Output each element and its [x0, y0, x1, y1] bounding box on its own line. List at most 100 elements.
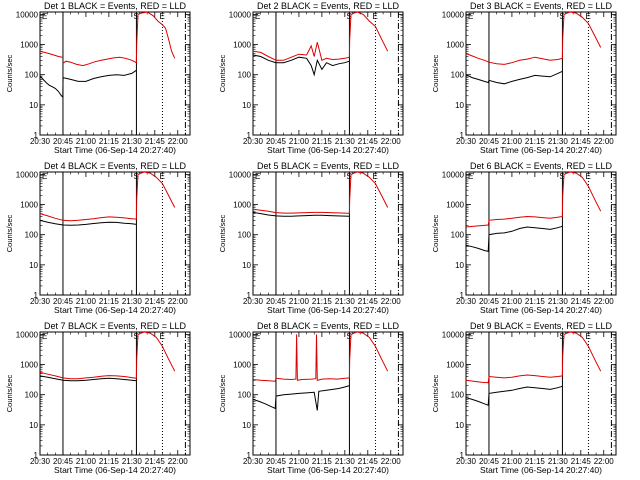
- panel-title: Det 7 BLACK = Events, RED = LLD: [44, 321, 187, 331]
- lld-series-line: [466, 12, 602, 65]
- x-tick-label: 21:45: [358, 457, 379, 466]
- x-tick-label: 21:00: [76, 297, 97, 306]
- x-tick-label: 21:15: [525, 457, 546, 466]
- x-tick-label: 22:00: [381, 457, 402, 466]
- x-tick-label: 21:00: [76, 137, 97, 146]
- x-tick-label: 21:00: [502, 457, 523, 466]
- panel-title: Det 6 BLACK = Events, RED = LLD: [470, 161, 613, 171]
- panel-6: Det 6 BLACK = Events, RED = LLD 1 10 100 100…: [431, 161, 617, 315]
- y-tick-label: 1: [34, 291, 39, 300]
- y-tick-label: 10: [29, 261, 38, 270]
- panel-1: Det 1 BLACK = Events, RED = LLD 1 10 100 100…: [5, 1, 191, 155]
- y-tick-label: 1000: [20, 361, 38, 370]
- x-tick-label: 21:45: [145, 457, 166, 466]
- plot-frame: [252, 11, 404, 136]
- y-tick-label: 1000: [20, 41, 38, 50]
- x-tick-label: 21:15: [99, 457, 120, 466]
- x-tick-label: 20:45: [266, 297, 287, 306]
- interval-marker-S: S: [559, 172, 564, 181]
- interval-marker-E: E: [159, 332, 164, 341]
- y-axis-label: Counts/sec: [5, 374, 14, 412]
- panel-2: Det 2 BLACK = Events, RED = LLD 1 10 100 100…: [218, 1, 404, 155]
- panel-8: Det 8 BLACK = Events, RED = LLD 1 10 100 100…: [218, 321, 404, 475]
- x-tick-label: 21:00: [502, 297, 523, 306]
- x-tick-label: 20:30: [456, 297, 477, 306]
- interval-marker-E: E: [159, 12, 164, 21]
- x-axis-label: Start Time (06-Sep-14 20:27:40): [480, 305, 602, 315]
- interval-marker-start: E: [468, 172, 473, 181]
- panel-title: Det 1 BLACK = Events, RED = LLD: [44, 1, 187, 11]
- x-tick-label: 21:30: [548, 457, 569, 466]
- y-tick-label: 1: [247, 451, 252, 460]
- x-tick-label: 21:00: [289, 297, 310, 306]
- y-tick-label: 1: [34, 131, 39, 140]
- x-tick-label: 21:15: [99, 137, 120, 146]
- interval-marker-start: E: [42, 12, 47, 21]
- y-tick-label: 1000: [233, 41, 251, 50]
- y-tick-label: 10000: [16, 10, 39, 19]
- interval-marker-E: E: [585, 172, 590, 181]
- y-tick-label: 1000: [233, 201, 251, 210]
- x-axis-label: Start Time (06-Sep-14 20:27:40): [480, 145, 602, 155]
- x-tick-label: 21:00: [76, 457, 97, 466]
- x-tick-label: 21:15: [99, 297, 120, 306]
- lld-series-line: [40, 50, 63, 58]
- x-tick-label: 22:00: [381, 297, 402, 306]
- interval-marker-E: E: [372, 332, 377, 341]
- interval-marker-start: E: [468, 332, 473, 341]
- plot-frame: [39, 11, 191, 136]
- y-tick-label: 1: [460, 451, 465, 460]
- interval-marker-start: E: [468, 12, 473, 21]
- panel-title: Det 3 BLACK = Events, RED = LLD: [470, 1, 613, 11]
- interval-marker-S: S: [346, 332, 351, 341]
- y-axis-label: Counts/sec: [431, 214, 440, 252]
- lld-series-line: [466, 332, 602, 384]
- y-tick-label: 1000: [20, 201, 38, 210]
- y-tick-label: 10: [242, 101, 251, 110]
- y-tick-label: 100: [238, 391, 252, 400]
- x-tick-label: 20:45: [53, 297, 74, 306]
- x-tick-label: 21:45: [358, 137, 379, 146]
- x-axis-label: Start Time (06-Sep-14 20:27:40): [54, 145, 176, 155]
- x-tick-label: 21:15: [525, 297, 546, 306]
- events-series-line: [466, 385, 563, 406]
- y-tick-label: 10000: [229, 10, 252, 19]
- x-tick-label: 21:30: [335, 457, 356, 466]
- x-tick-label: 21:30: [335, 297, 356, 306]
- events-series-line: [40, 375, 137, 382]
- x-tick-label: 21:45: [358, 297, 379, 306]
- x-tick-label: 21:00: [502, 137, 523, 146]
- interval-marker-S: S: [133, 172, 138, 181]
- x-tick-label: 22:00: [168, 297, 189, 306]
- y-tick-label: 10000: [16, 170, 39, 179]
- interval-marker-E: E: [585, 332, 590, 341]
- y-tick-label: 100: [25, 391, 39, 400]
- x-tick-label: 21:00: [289, 137, 310, 146]
- y-tick-label: 1000: [446, 41, 464, 50]
- x-axis-label: Start Time (06-Sep-14 20:27:40): [480, 465, 602, 475]
- lld-series-line: [62, 12, 176, 67]
- y-tick-label: 1000: [446, 361, 464, 370]
- y-tick-label: 1000: [446, 201, 464, 210]
- y-axis-label: Counts/sec: [218, 374, 227, 412]
- x-tick-label: 21:45: [145, 297, 166, 306]
- panel-5: Det 5 BLACK = Events, RED = LLD 1 10 100 100…: [218, 161, 404, 315]
- y-axis-label: Counts/sec: [218, 54, 227, 92]
- y-axis-label: Counts/sec: [218, 214, 227, 252]
- x-tick-label: 20:30: [456, 457, 477, 466]
- plot-frame: [252, 171, 404, 296]
- x-tick-label: 20:45: [479, 297, 500, 306]
- x-tick-label: 21:45: [571, 457, 592, 466]
- y-tick-label: 100: [25, 71, 39, 80]
- panel-title: Det 5 BLACK = Events, RED = LLD: [257, 161, 400, 171]
- panel-title: Det 8 BLACK = Events, RED = LLD: [257, 321, 400, 331]
- events-series-line: [40, 69, 137, 99]
- x-tick-label: 20:30: [243, 137, 264, 146]
- y-tick-label: 1: [34, 451, 39, 460]
- lld-series-line: [253, 12, 389, 61]
- y-tick-label: 1: [247, 291, 252, 300]
- x-tick-label: 20:45: [266, 457, 287, 466]
- y-tick-label: 10: [455, 421, 464, 430]
- x-tick-label: 20:30: [243, 457, 264, 466]
- x-tick-label: 20:45: [266, 137, 287, 146]
